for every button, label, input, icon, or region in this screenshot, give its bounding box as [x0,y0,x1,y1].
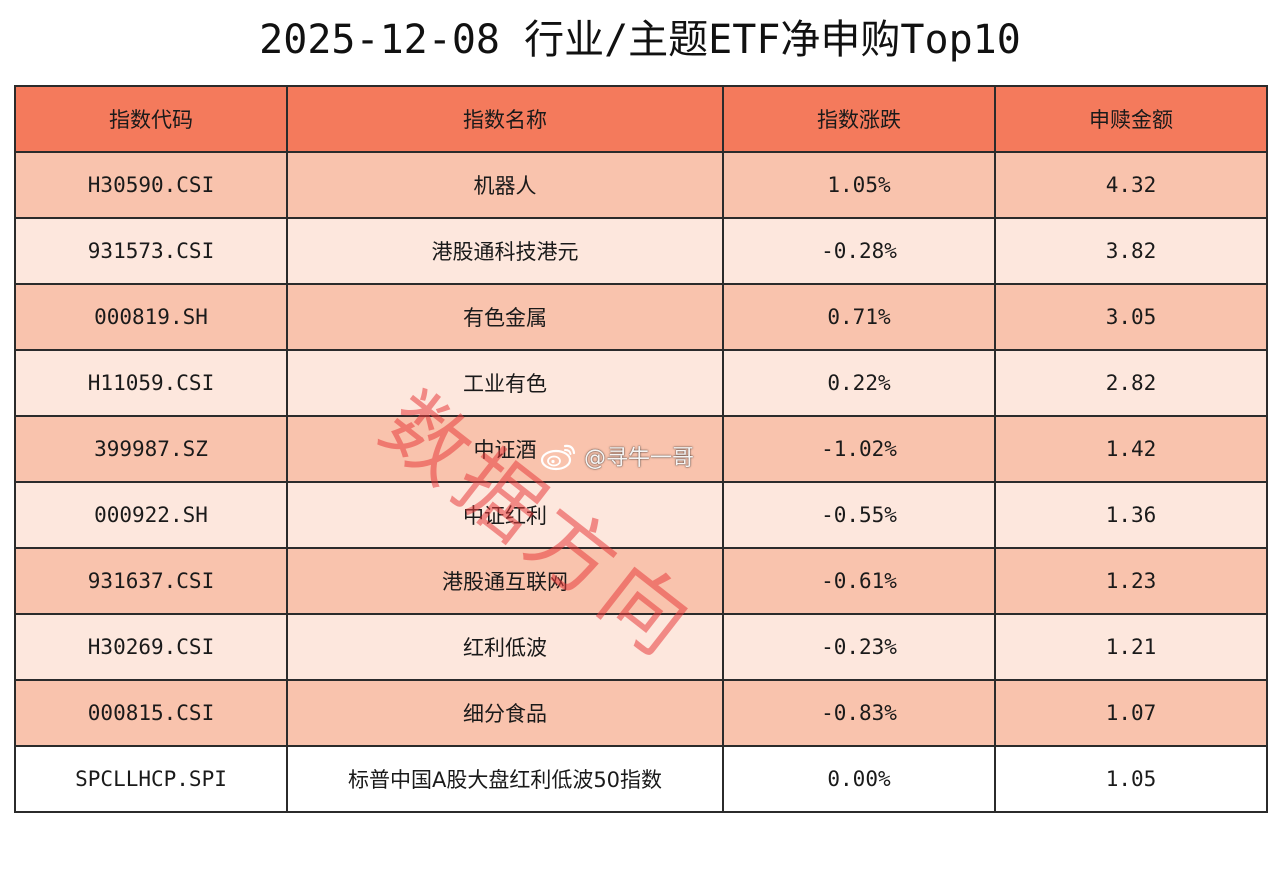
cell-name: 港股通互联网 [286,547,724,615]
cell-change: -0.61% [722,547,996,615]
header-index-name: 指数名称 [286,85,724,153]
cell-change: -0.28% [722,217,996,285]
cell-amount: 1.07 [994,679,1268,747]
cell-name: 中证酒 [286,415,724,483]
cell-change: -0.83% [722,679,996,747]
table-row: H30590.CSI 机器人 1.05% 4.32 [14,151,1268,219]
cell-amount: 1.42 [994,415,1268,483]
table-row: 000815.CSI 细分食品 -0.83% 1.07 [14,679,1268,747]
cell-change: 0.00% [722,745,996,813]
cell-code: H30269.CSI [14,613,288,681]
cell-name: 红利低波 [286,613,724,681]
cell-name: 机器人 [286,151,724,219]
cell-name: 港股通科技港元 [286,217,724,285]
cell-amount: 3.05 [994,283,1268,351]
table-header-row: 指数代码 指数名称 指数涨跌 申赎金额 [14,85,1268,153]
cell-amount: 2.82 [994,349,1268,417]
cell-amount: 1.05 [994,745,1268,813]
cell-amount: 4.32 [994,151,1268,219]
cell-code: 931637.CSI [14,547,288,615]
table-row: SPCLLHCP.SPI 标普中国A股大盘红利低波50指数 0.00% 1.05 [14,745,1268,813]
header-amount: 申赎金额 [994,85,1268,153]
cell-code: 000819.SH [14,283,288,351]
cell-name: 有色金属 [286,283,724,351]
cell-change: -1.02% [722,415,996,483]
cell-code: 931573.CSI [14,217,288,285]
cell-amount: 1.36 [994,481,1268,549]
cell-name: 细分食品 [286,679,724,747]
cell-name: 中证红利 [286,481,724,549]
cell-code: SPCLLHCP.SPI [14,745,288,813]
table-row: 931637.CSI 港股通互联网 -0.61% 1.23 [14,547,1268,615]
table-row: H30269.CSI 红利低波 -0.23% 1.21 [14,613,1268,681]
cell-change: 0.22% [722,349,996,417]
cell-change: -0.55% [722,481,996,549]
page-title: 2025-12-08 行业/主题ETF净申购Top10 [259,17,1021,63]
cell-change: -0.23% [722,613,996,681]
table-row: 000922.SH 中证红利 -0.55% 1.36 [14,481,1268,549]
cell-name: 标普中国A股大盘红利低波50指数 [286,745,724,813]
cell-code: H30590.CSI [14,151,288,219]
cell-amount: 1.21 [994,613,1268,681]
cell-amount: 1.23 [994,547,1268,615]
cell-code: 399987.SZ [14,415,288,483]
cell-amount: 3.82 [994,217,1268,285]
header-index-change: 指数涨跌 [722,85,996,153]
etf-table: 指数代码 指数名称 指数涨跌 申赎金额 H30590.CSI 机器人 1.05%… [14,85,1268,813]
cell-code: H11059.CSI [14,349,288,417]
table-row: H11059.CSI 工业有色 0.22% 2.82 [14,349,1268,417]
cell-change: 1.05% [722,151,996,219]
cell-change: 0.71% [722,283,996,351]
table-row: 399987.SZ 中证酒 -1.02% 1.42 [14,415,1268,483]
table-row: 000819.SH 有色金属 0.71% 3.05 [14,283,1268,351]
header-index-code: 指数代码 [14,85,288,153]
cell-name: 工业有色 [286,349,724,417]
cell-code: 000922.SH [14,481,288,549]
table-row: 931573.CSI 港股通科技港元 -0.28% 3.82 [14,217,1268,285]
cell-code: 000815.CSI [14,679,288,747]
